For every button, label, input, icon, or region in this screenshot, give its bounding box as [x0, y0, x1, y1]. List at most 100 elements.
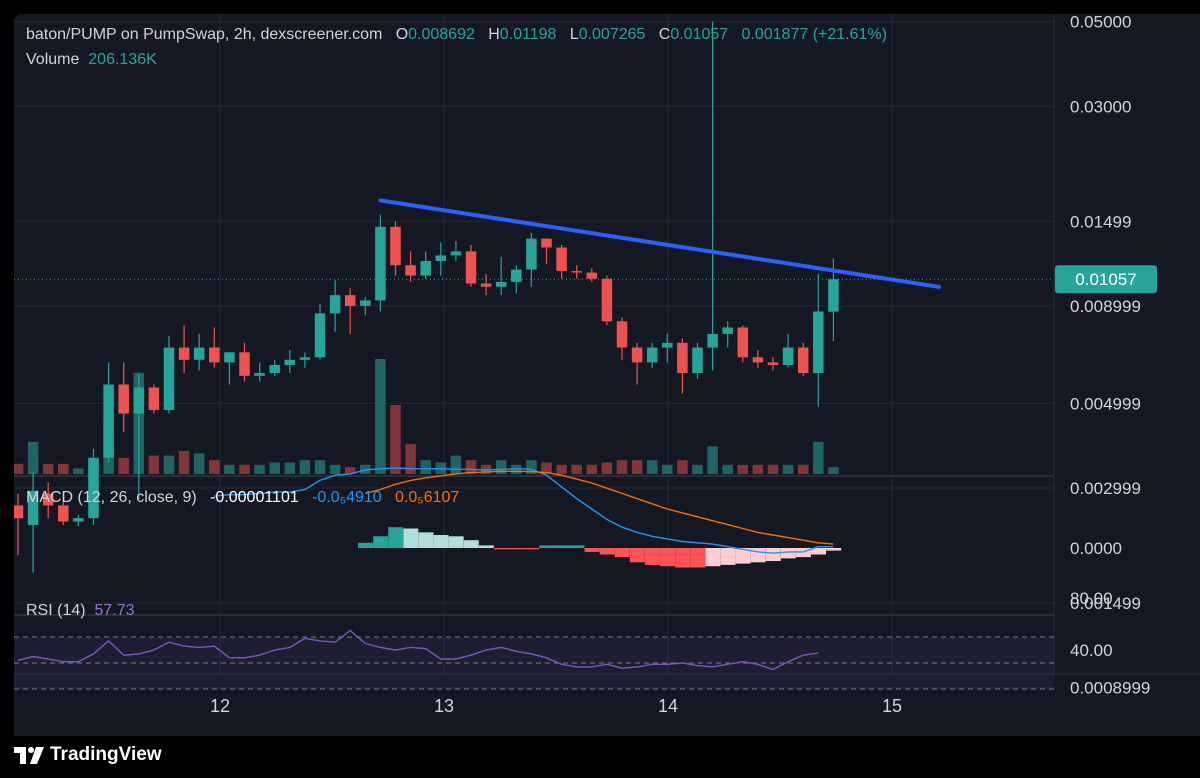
- grid-lines: [14, 14, 1200, 689]
- candle-body-38: [586, 272, 598, 279]
- macd-hist-bar-23: [705, 548, 721, 567]
- macd-hist-bar-25: [735, 548, 751, 564]
- price-tick-label-4: 0.004999: [1070, 394, 1141, 413]
- volume-bar-16: [254, 464, 265, 474]
- rsi-pane: [14, 629, 1054, 690]
- rsi-line: [17, 629, 819, 671]
- volume-bar-25: [390, 405, 401, 474]
- volume-bar-46: [707, 446, 718, 474]
- candle-body-37: [571, 271, 582, 273]
- macd-hist-bar-12: [539, 545, 555, 548]
- candle-body-15: [239, 352, 250, 376]
- volume-bar-30: [465, 460, 477, 474]
- tradingview-brand[interactable]: TradingView: [14, 744, 162, 766]
- tradingview-logo-icon: [14, 746, 44, 764]
- candle-body-12: [193, 347, 205, 360]
- volume-bar-24: [375, 359, 386, 474]
- macd-pane: [214, 467, 842, 568]
- macd-hist-bar-3: [403, 528, 419, 548]
- macd-hist-bar-5: [433, 535, 449, 548]
- volume-bar-13: [209, 460, 220, 474]
- candle-body-41: [631, 347, 643, 363]
- candle-body-46: [707, 333, 718, 348]
- macd-hist-bar-11: [524, 548, 540, 550]
- volume-bar-29: [450, 455, 462, 474]
- chart-panel[interactable]: 0.05000 0.03000 0.01499 0.008999 0.004999 0.0…: [14, 14, 1200, 736]
- macd-hist-bar-15: [584, 548, 600, 552]
- volume-bar-49: [752, 464, 764, 474]
- price-tick-label-1: 0.03000: [1070, 97, 1131, 116]
- last-price-label: 0.01057: [1075, 270, 1136, 289]
- candle-body-0: [14, 505, 24, 519]
- time-tick-label-3: 15: [882, 696, 902, 716]
- macd-hist-bar-30: [811, 548, 827, 555]
- macd-hist-bar-27: [765, 548, 781, 561]
- volume-bar-44: [677, 460, 688, 474]
- candle-body-14: [224, 352, 235, 363]
- candle-body-7: [118, 384, 129, 414]
- macd-hist-bar-28: [780, 548, 796, 559]
- macd-hist-bar-1: [373, 536, 389, 548]
- last-price-marker: 0.01057: [14, 265, 1157, 294]
- volume-bar-9: [148, 455, 160, 474]
- close-label: C: [658, 26, 671, 43]
- low-label: L: [569, 26, 579, 43]
- candle-body-45: [692, 347, 703, 374]
- volume-bar-27: [420, 460, 431, 474]
- candle-body-13: [209, 347, 220, 363]
- volume-bar-14: [224, 464, 235, 474]
- macd-line-value: -0.0₅4910: [312, 489, 382, 506]
- brand-name: TradingView: [50, 744, 162, 765]
- volume-bar-37: [571, 464, 582, 474]
- time-tick-label-2: 14: [658, 696, 678, 716]
- macd-hist-bar-18: [629, 548, 645, 563]
- candle-body-10: [163, 347, 175, 411]
- candle-body-32: [495, 281, 507, 287]
- volume-bar-21: [329, 464, 341, 474]
- change-value: 0.001877 (+21.61%): [741, 26, 887, 43]
- candle-body-9: [148, 387, 160, 411]
- rsi-label: RSI (14): [26, 602, 86, 619]
- candle-body-31: [480, 283, 492, 287]
- high-label: H: [488, 26, 500, 43]
- legend-title: baton/PUMP on PumpSwap, 2h, dexscreener.…: [26, 26, 383, 43]
- macd-hist-bar-7: [463, 540, 479, 548]
- candle-body-36: [556, 247, 567, 272]
- rsi-value: 57.73: [94, 602, 135, 619]
- time-axis[interactable]: 12 13 14 15: [210, 696, 902, 716]
- close-value: 0.01057: [670, 26, 729, 43]
- volume-bar-18: [284, 462, 296, 474]
- volume-bar-19: [299, 460, 311, 474]
- macd-hist-bar-14: [569, 545, 585, 548]
- candle-body-2: [42, 493, 54, 506]
- candle-body-44: [677, 342, 688, 374]
- candle-body-24: [375, 226, 386, 301]
- candle-body-6: [103, 384, 114, 458]
- price-tick-label-3: 0.008999: [1070, 297, 1141, 316]
- volume-bar-3: [58, 463, 69, 474]
- volume-bar-47: [722, 464, 733, 474]
- volume-bar-4: [73, 468, 84, 474]
- macd-hist-bar-0: [358, 542, 374, 548]
- volume-bar-35: [541, 462, 552, 474]
- volume-bar-50: [767, 464, 779, 474]
- candle-body-19: [299, 357, 311, 360]
- rsi-upper-label: 80.00: [1070, 589, 1113, 608]
- ohlc-legend: baton/PUMP on PumpSwap, 2h, dexscreener.…: [26, 26, 887, 44]
- price-tick-label-2: 0.01499: [1070, 212, 1131, 231]
- candle-body-8: [133, 387, 145, 414]
- price-tick-label-0: 0.05000: [1070, 14, 1131, 32]
- volume-bar-34: [526, 460, 537, 474]
- candle-body-18: [284, 359, 296, 365]
- low-value: 0.007265: [578, 26, 646, 43]
- chart-svg[interactable]: 0.05000 0.03000 0.01499 0.008999 0.004999 0.0…: [14, 14, 1200, 736]
- candle-body-23: [360, 300, 371, 306]
- candle-body-33: [511, 269, 522, 282]
- trendline-layer: [378, 198, 942, 289]
- price-axis[interactable]: 0.05000 0.03000 0.01499 0.008999 0.004999 0.0…: [1070, 14, 1150, 698]
- candle-body-25: [390, 226, 401, 266]
- volume-bar-15: [239, 464, 250, 474]
- price-tick-label-5: 0.002999: [1070, 479, 1141, 498]
- price-tick-label-7: 0.0008999: [1070, 679, 1150, 698]
